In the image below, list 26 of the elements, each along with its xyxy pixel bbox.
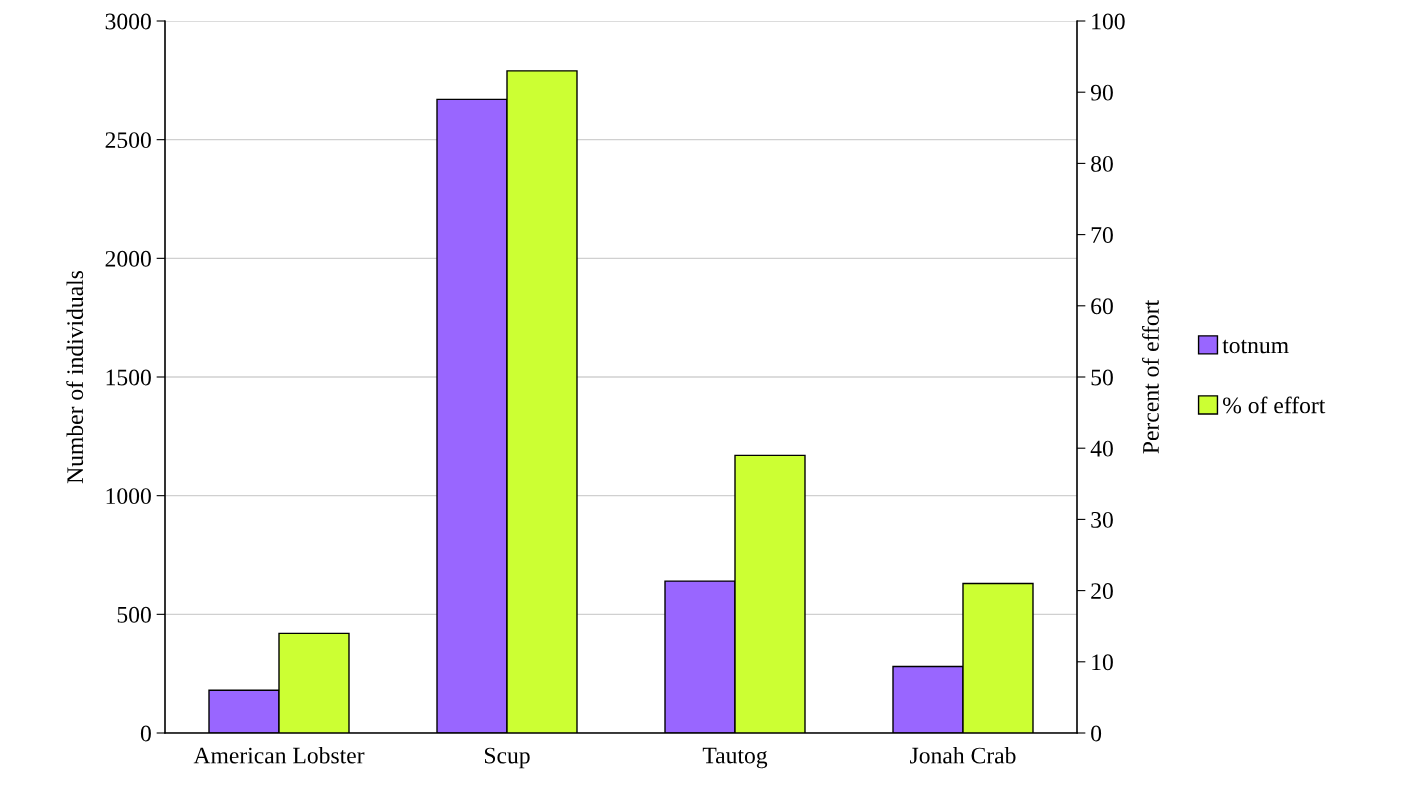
y2-tick-label: 50 xyxy=(1091,369,1113,386)
y2-tick-label: 0 xyxy=(1091,725,1102,742)
y2-tick-label: 20 xyxy=(1091,583,1113,600)
x-tick-label: Scup xyxy=(484,747,530,769)
y2-tick-label: 80 xyxy=(1091,155,1113,172)
y-tick-label: 0 xyxy=(140,725,151,742)
y2-tick-label: 100 xyxy=(1092,13,1125,30)
y2-tick-label: 40 xyxy=(1090,440,1113,457)
y-axis-title: Number of individuals xyxy=(66,270,84,484)
legend-label: totnum xyxy=(1222,339,1289,354)
y-tick-label: 2000 xyxy=(105,250,151,267)
y2-tick-label: 10 xyxy=(1092,654,1113,671)
y-tick-label: 500 xyxy=(117,606,151,623)
y2-tick-label: 70 xyxy=(1091,227,1113,244)
y-tick-label: 1500 xyxy=(106,369,151,386)
y2-tick-label: 90 xyxy=(1090,84,1113,101)
x-tick-label: Tautog xyxy=(702,747,768,769)
y2-tick-label: 30 xyxy=(1091,511,1113,528)
y-tick-label: 3000 xyxy=(105,13,151,30)
x-tick-label: American Lobster xyxy=(193,746,365,764)
legend-label: % of effort xyxy=(1222,396,1326,414)
x-tick-label: Jonah Crab xyxy=(910,746,1016,764)
y2-tick-label: 60 xyxy=(1091,298,1113,315)
y2-axis-title: Percent of effort xyxy=(1142,299,1159,454)
y-tick-label: 2500 xyxy=(105,132,151,149)
y-tick-label: 1000 xyxy=(106,488,151,505)
